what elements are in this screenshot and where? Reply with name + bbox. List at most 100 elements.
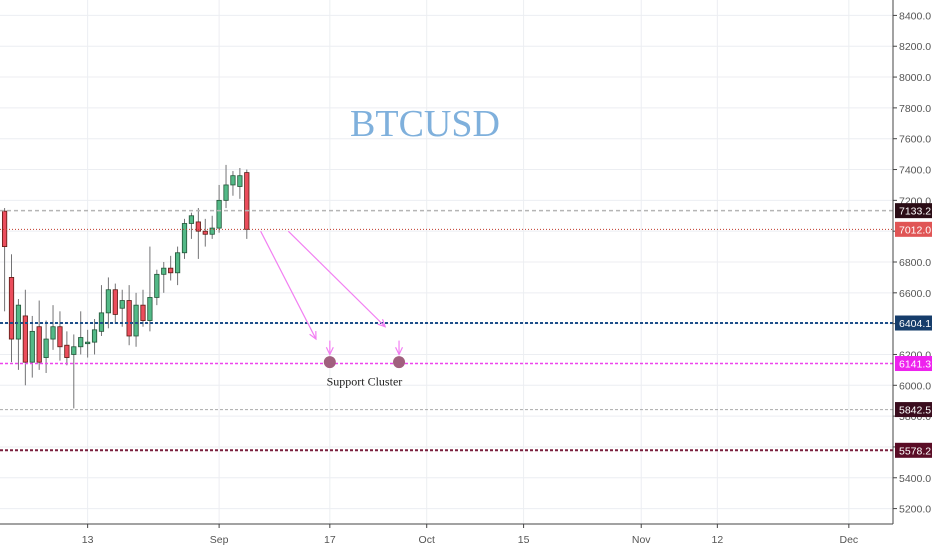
candle-body — [244, 172, 250, 230]
x-tick-label: Oct — [419, 534, 435, 546]
candles[interactable] — [1, 164, 250, 409]
candle[interactable] — [147, 246, 153, 332]
candle[interactable] — [78, 311, 84, 355]
x-tick-label: 17 — [324, 534, 336, 546]
candle[interactable] — [50, 305, 56, 350]
candle[interactable] — [36, 300, 42, 370]
price-tags: 7133.2 7012.0 6404.1 6141.3 5842.5 5578.2 — [895, 203, 932, 458]
candle[interactable] — [195, 208, 201, 259]
y-tick-label: 6800.0 — [899, 257, 931, 269]
candle[interactable] — [91, 319, 98, 355]
candle[interactable] — [244, 169, 250, 239]
candle[interactable] — [22, 289, 28, 386]
candle-body — [168, 267, 174, 274]
candle[interactable] — [174, 246, 181, 286]
candle-body — [71, 346, 77, 355]
candle[interactable] — [64, 331, 70, 366]
support-point[interactable] — [393, 356, 406, 369]
candle[interactable] — [237, 167, 243, 199]
candle[interactable] — [119, 289, 125, 327]
x-tick-label: Dec — [839, 534, 858, 546]
candle[interactable] — [112, 283, 118, 324]
arrow-shaft — [260, 230, 317, 340]
level-price-tag: 7012.0 — [895, 221, 932, 237]
down-arrow — [325, 340, 334, 356]
levels[interactable] — [0, 209, 893, 452]
level-tag-label: 7012.0 — [899, 224, 931, 236]
candle[interactable] — [57, 311, 63, 361]
candle-body — [85, 341, 91, 345]
down-arrow — [395, 340, 404, 356]
candle-body — [112, 289, 118, 315]
candle[interactable] — [133, 292, 139, 347]
candle[interactable] — [181, 218, 188, 259]
candle-body — [22, 315, 28, 363]
y-tick-label: 6600.0 — [899, 288, 931, 300]
level-tag-label: 5578.2 — [899, 445, 931, 457]
level-tag-background — [895, 402, 932, 418]
level-price-tag: 5578.2 — [895, 442, 932, 458]
candle-body — [202, 230, 208, 235]
level-tag-background — [895, 203, 932, 219]
candle-body — [126, 300, 132, 337]
time-axis[interactable]: 13 Sep 17 Oct 15 Nov 12 Dec — [82, 524, 858, 546]
candle[interactable] — [188, 212, 195, 239]
candle[interactable] — [168, 255, 174, 281]
candle-body — [216, 199, 222, 229]
level-tag-background — [895, 356, 932, 372]
level-tag-background — [895, 221, 932, 237]
x-tick-label: 12 — [712, 534, 724, 546]
candle-body — [8, 277, 15, 340]
level-price-tag: 7133.2 — [895, 203, 932, 219]
candle[interactable] — [161, 262, 167, 293]
candle[interactable] — [202, 218, 208, 247]
candle-body — [43, 338, 49, 358]
candle-body — [188, 215, 195, 224]
candle-body — [119, 300, 125, 309]
candle-body — [29, 330, 35, 363]
candle[interactable] — [105, 277, 111, 329]
candle-body — [230, 175, 236, 186]
candle[interactable] — [216, 184, 222, 233]
candle-body — [174, 252, 181, 274]
level-price-tag: 5842.5 — [895, 402, 932, 418]
candle[interactable] — [71, 334, 77, 409]
candle-body — [36, 326, 42, 363]
level-tag-label: 6404.1 — [899, 318, 931, 330]
projection-arrow — [260, 230, 317, 341]
arrow-head — [395, 347, 404, 356]
y-tick-label: 8200.0 — [899, 41, 931, 53]
candle-body — [181, 223, 188, 254]
candle-body — [161, 267, 167, 275]
grid — [0, 0, 893, 524]
arrow-head — [309, 331, 317, 341]
candle[interactable] — [29, 315, 35, 378]
candle[interactable] — [8, 254, 15, 363]
candle[interactable] — [140, 289, 146, 327]
candle[interactable] — [209, 215, 215, 239]
level-price-tag: 6141.3 — [895, 356, 932, 372]
candle-body — [105, 289, 111, 314]
candle[interactable] — [85, 329, 91, 358]
x-tick-label: 15 — [518, 534, 530, 546]
arrow-head — [325, 347, 334, 356]
y-tick-label: 7600.0 — [899, 134, 931, 146]
level-tag-background — [895, 315, 932, 331]
y-tick-label: 8000.0 — [899, 72, 931, 84]
candle[interactable] — [126, 285, 132, 346]
x-tick-label: Nov — [632, 534, 651, 546]
candle-body — [57, 326, 63, 348]
candle[interactable] — [154, 269, 160, 306]
candle-body — [140, 304, 146, 321]
projection-arrow — [287, 230, 387, 328]
candle[interactable] — [223, 164, 229, 209]
candle-body — [209, 227, 215, 235]
annotations[interactable]: Support Cluster — [260, 230, 406, 388]
candle-body — [147, 297, 153, 321]
support-point[interactable] — [323, 356, 336, 369]
candle-body — [195, 221, 201, 232]
candle-body — [133, 304, 139, 337]
candle[interactable] — [230, 171, 236, 196]
